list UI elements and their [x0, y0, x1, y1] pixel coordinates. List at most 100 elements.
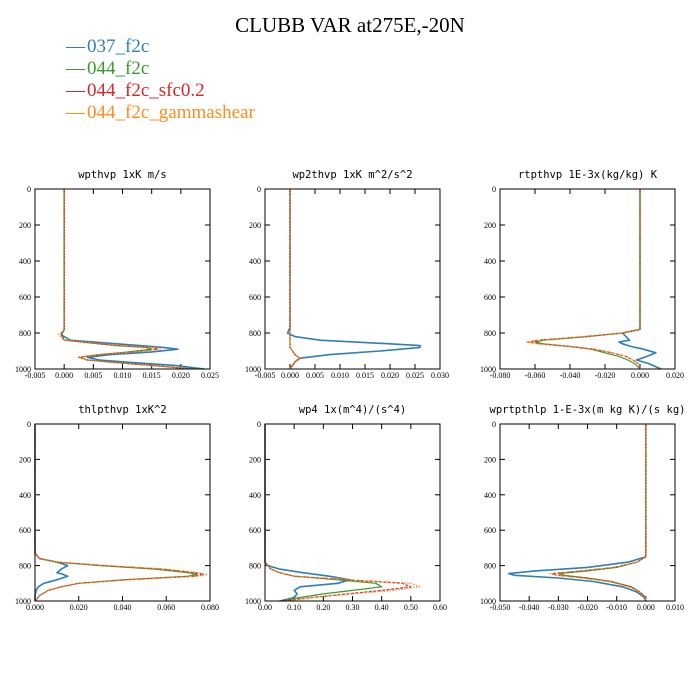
y-tick-label: 800	[484, 562, 496, 571]
legend-label: 044_f2c	[87, 58, 150, 79]
y-tick-label: 800	[19, 329, 31, 338]
y-tick-label: 800	[249, 562, 261, 571]
x-tick-label: 0.020	[381, 371, 399, 380]
series-line-3	[525, 189, 641, 370]
y-tick-label: 600	[19, 526, 31, 535]
y-tick-label: 400	[249, 257, 261, 266]
chart-title: wpthvp 1xK m/s	[78, 169, 167, 181]
x-tick-label: 0.020	[172, 371, 190, 380]
x-tick-label: 0.010	[331, 371, 349, 380]
x-tick-label: 0.080	[201, 603, 219, 612]
y-tick-label: 200	[249, 221, 261, 230]
series-line-3	[289, 189, 301, 370]
series-line-3	[548, 424, 647, 601]
chart-title: wp2thvp 1xK m^2/s^2	[292, 169, 412, 181]
y-tick-label: 400	[249, 491, 261, 500]
series-line-2	[289, 189, 301, 370]
legend-item-1: —044_f2c	[66, 58, 255, 80]
y-tick-label: 800	[484, 329, 496, 338]
x-tick-label: 0.060	[157, 603, 175, 612]
x-tick-label: 0.040	[114, 603, 132, 612]
legend-item-3: —044_f2c_gammashear	[66, 102, 255, 124]
x-tick-label: -0.060	[525, 371, 546, 380]
y-tick-label: 600	[19, 293, 31, 302]
x-tick-label: 0.30	[346, 603, 360, 612]
chart-panel-5: wprtpthlp 1-E-3x(m kg K)/(s kg) 0 200 400 60…	[480, 404, 685, 612]
y-tick-label: 1000	[245, 365, 261, 374]
y-tick-label: 200	[484, 455, 496, 464]
x-tick-label: 0.020	[70, 603, 88, 612]
y-tick-label: 400	[19, 257, 31, 266]
y-tick-label: 0	[27, 420, 31, 429]
x-tick-label: 0.015	[356, 371, 374, 380]
series-line-0	[34, 424, 69, 601]
series-line-1	[264, 424, 383, 602]
chart-panel-2: rtpthvp 1E-3x(kg/kg) K02004006008001000-…	[480, 169, 684, 380]
legend-label: 044_f2c_sfc0.2	[87, 80, 205, 101]
x-tick-label: 0.025	[406, 371, 424, 380]
y-tick-label: 800	[19, 562, 31, 571]
legend-line-icon: —	[66, 36, 85, 57]
x-tick-label: -0.080	[490, 371, 511, 380]
legend-line-icon: —	[66, 58, 85, 79]
x-tick-label: 0.000	[631, 371, 649, 380]
chart-panel-1: wp2thvp 1xK m^2/s^2 0 200 400 600 800 1000-0.0…	[245, 169, 449, 380]
series-line-2	[264, 424, 412, 602]
y-tick-label: 0	[492, 185, 496, 194]
y-tick-label: 1000	[15, 365, 31, 374]
x-tick-label: -0.040	[519, 603, 540, 612]
x-tick-label: 0.010	[114, 371, 132, 380]
y-tick-label: 0	[492, 420, 496, 429]
legend-label: 044_f2c_gammashear	[87, 102, 255, 123]
y-tick-label: 200	[484, 221, 496, 230]
series-line-3	[264, 424, 421, 602]
plot-frame	[499, 423, 676, 602]
page-title: CLUBB VAR at275E,-20N	[235, 13, 465, 37]
x-tick-label: 0.020	[666, 371, 684, 380]
y-tick-label: 400	[19, 491, 31, 500]
y-tick-label: 1000	[480, 597, 496, 606]
plot-frame	[499, 188, 676, 370]
x-tick-label: 0.030	[431, 371, 449, 380]
plot-frame	[264, 188, 441, 370]
x-tick-label: 0.000	[637, 603, 655, 612]
y-tick-label: 0	[27, 185, 31, 194]
chart-title: thlpthvp 1xK^2	[78, 404, 167, 416]
x-tick-label: 0.005	[84, 371, 102, 380]
x-tick-label: 0.20	[316, 603, 330, 612]
y-tick-label: 200	[249, 455, 261, 464]
x-tick-label: -0.020	[595, 371, 616, 380]
chart-panel-0: wpthvp 1xK m/s 0 200 400 600 800 1000-0.005 0.0…	[15, 169, 219, 380]
x-tick-label: -0.005	[25, 371, 46, 380]
x-tick-label: -0.040	[560, 371, 581, 380]
y-tick-label: 1000	[480, 365, 496, 374]
y-tick-label: 600	[249, 293, 261, 302]
y-tick-label: 800	[249, 329, 261, 338]
x-tick-label: 0.010	[666, 603, 684, 612]
series-line-0	[264, 424, 351, 602]
y-tick-label: 600	[484, 293, 496, 302]
series-line-2	[551, 424, 647, 601]
legend-line-icon: —	[66, 102, 85, 123]
y-tick-label: 1000	[15, 597, 31, 606]
x-tick-label: 0.000	[281, 371, 299, 380]
legend: —037_f2c —044_f2c —044_f2c_sfc0.2 —044_f…	[66, 36, 255, 124]
x-tick-label: 0.015	[143, 371, 161, 380]
x-tick-label: 0.000	[55, 371, 73, 380]
y-tick-label: 200	[19, 455, 31, 464]
x-tick-label: -0.005	[255, 371, 276, 380]
series-line-1	[289, 189, 301, 370]
x-tick-label: 0.60	[433, 603, 447, 612]
x-tick-label: 0.10	[287, 603, 301, 612]
chart-title: wp4 1x(m^4)/(s^4)	[299, 404, 406, 416]
x-tick-label: 0.40	[375, 603, 389, 612]
y-tick-label: 0	[257, 185, 261, 194]
x-tick-label: 0.025	[201, 371, 219, 380]
series-line-1	[534, 189, 641, 370]
series-line-3	[57, 189, 193, 370]
x-tick-label: -0.010	[606, 603, 627, 612]
plot-frame	[34, 423, 211, 602]
